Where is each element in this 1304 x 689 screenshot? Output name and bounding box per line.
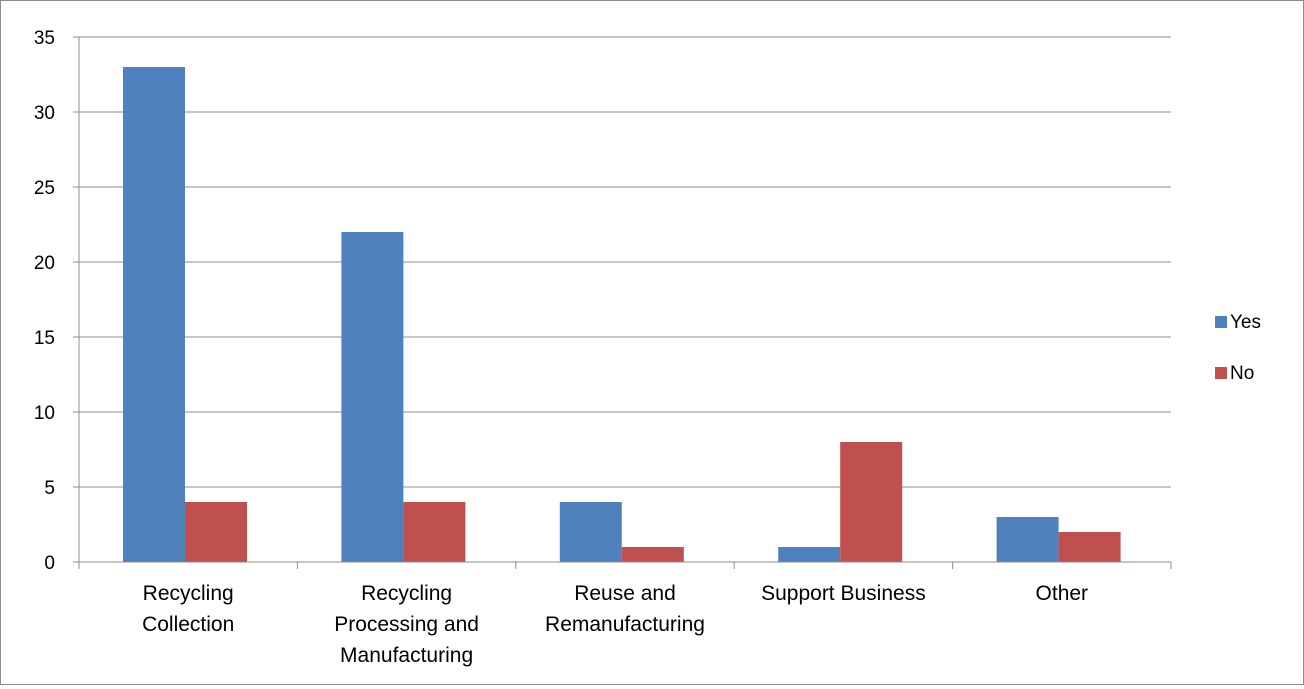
bar-no-0 bbox=[185, 502, 247, 562]
legend: Yes No bbox=[1215, 312, 1261, 384]
bar-no-2 bbox=[621, 547, 684, 562]
x-category-labels: Recycling Collection Recycling Processing a… bbox=[142, 582, 1088, 667]
x-category-label: Manufacturing bbox=[340, 644, 473, 667]
y-tick-label: 15 bbox=[34, 328, 55, 349]
bar-yes-0 bbox=[123, 67, 185, 562]
legend-swatch-yes bbox=[1215, 316, 1227, 328]
bar-yes-4 bbox=[996, 517, 1059, 562]
bar-yes-2 bbox=[559, 502, 622, 562]
y-tick-label: 35 bbox=[34, 28, 55, 49]
y-tick-label: 5 bbox=[44, 478, 55, 499]
bar-no-3 bbox=[840, 442, 903, 562]
x-category-label: Recycling bbox=[361, 582, 452, 605]
y-tick-label: 25 bbox=[34, 178, 55, 199]
x-category-label: Other bbox=[1036, 582, 1089, 605]
x-category-label: Collection bbox=[142, 613, 234, 636]
y-tick-label: 30 bbox=[34, 103, 55, 124]
x-category-label: Recycling bbox=[143, 582, 234, 605]
bar-yes-3 bbox=[778, 547, 841, 562]
bars bbox=[123, 67, 1121, 562]
legend-swatch-no bbox=[1215, 367, 1227, 379]
bar-yes-1 bbox=[341, 232, 404, 562]
gridlines bbox=[79, 36, 1171, 488]
bar-no-1 bbox=[403, 502, 466, 562]
y-tick-label: 10 bbox=[34, 403, 55, 424]
x-category-label: Processing and bbox=[334, 613, 479, 636]
axes bbox=[73, 36, 1172, 569]
x-category-label: Remanufacturing bbox=[545, 613, 705, 636]
y-tick-label: 20 bbox=[34, 253, 55, 274]
x-category-label: Support Business bbox=[761, 582, 926, 605]
x-category-label: Reuse and bbox=[574, 582, 676, 605]
bar-no-4 bbox=[1058, 532, 1121, 562]
y-tick-label: 0 bbox=[44, 553, 55, 574]
legend-label-no: No bbox=[1230, 363, 1254, 384]
legend-label-yes: Yes bbox=[1230, 312, 1261, 333]
y-tick-labels: 0 5 10 15 20 25 30 35 bbox=[34, 28, 55, 574]
